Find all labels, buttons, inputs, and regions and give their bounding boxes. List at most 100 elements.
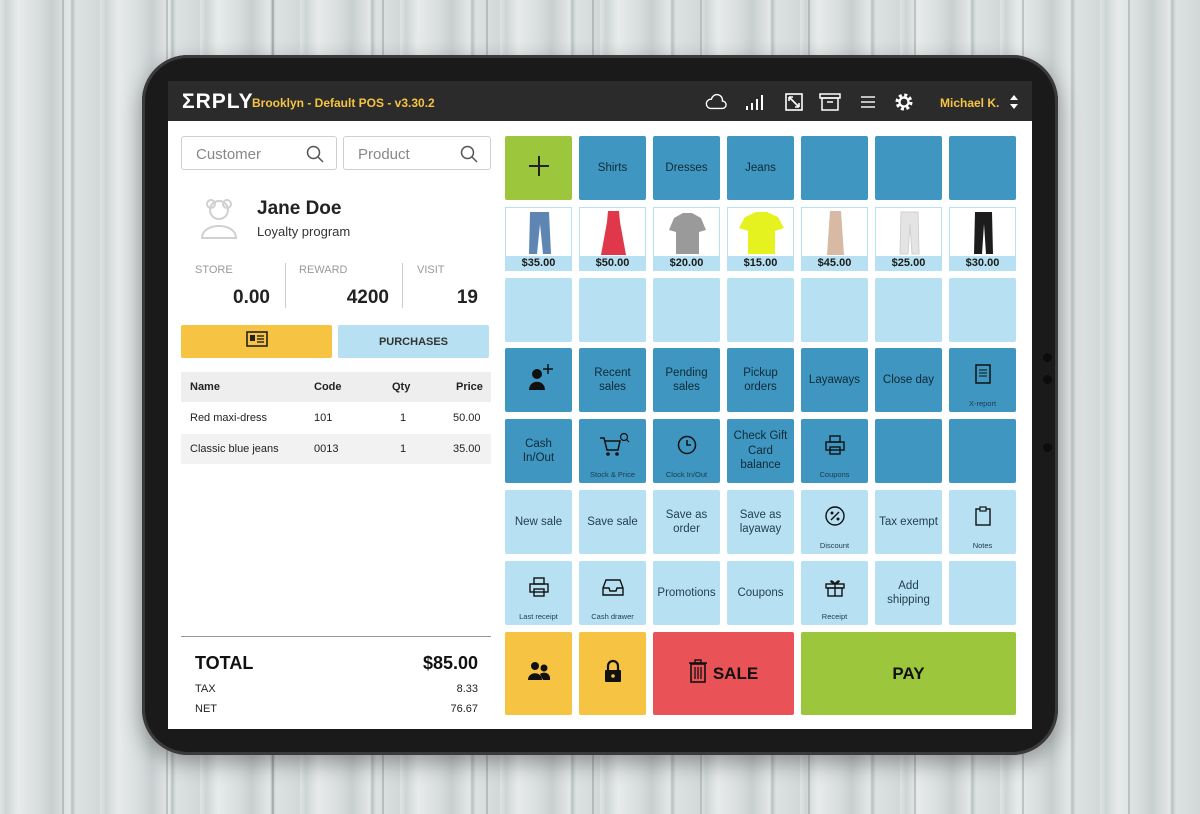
clock-icon — [676, 434, 698, 460]
category-jeans[interactable]: Jeans — [727, 136, 794, 200]
printer-icon — [824, 434, 846, 460]
total-label: TOTAL — [195, 653, 254, 673]
trash-icon — [688, 659, 707, 687]
cart-search-icon — [596, 432, 630, 462]
stat-value-reward: 4200 — [346, 287, 389, 308]
row-price: 50.00 — [453, 412, 481, 424]
user-switch-icon[interactable] — [1003, 91, 1025, 113]
cash-drawer-button[interactable]: Cash drawer — [579, 561, 646, 625]
new-sale-button[interactable]: New sale — [505, 490, 572, 554]
save-sale-button[interactable]: Save sale — [579, 490, 646, 554]
product-price: $50.00 — [580, 256, 645, 270]
stock-price-label: Stock & Price — [589, 469, 635, 479]
clipboard-icon — [973, 505, 993, 531]
sensor-dot — [1043, 443, 1052, 452]
tshirt-icon — [739, 212, 784, 254]
cash-in-out-button[interactable]: Cash In/Out — [505, 419, 572, 483]
coupons-label: Coupons — [819, 469, 850, 479]
pants-icon — [899, 211, 920, 255]
customer-card-button[interactable] — [181, 325, 332, 358]
tax-exempt-button[interactable]: Tax exempt — [875, 490, 942, 554]
x-report-button[interactable]: X-report — [949, 348, 1016, 412]
product-search-placeholder: Product — [358, 146, 410, 163]
row-qty: 1 — [400, 412, 407, 424]
discount-label: Discount — [819, 540, 850, 550]
recent-sales-button[interactable]: Recent sales — [579, 348, 646, 412]
receipt-button[interactable]: Receipt — [801, 561, 868, 625]
product-tile[interactable]: $25.00 — [875, 207, 942, 271]
user-name[interactable]: Michael K. — [940, 96, 1000, 110]
discount-button[interactable]: Discount — [801, 490, 868, 554]
empty-tile — [875, 278, 942, 342]
search-icon[interactable] — [460, 145, 478, 167]
gift-icon — [824, 576, 846, 602]
product-price: $35.00 — [506, 256, 571, 270]
header-code: Code — [314, 381, 342, 393]
search-icon[interactable] — [306, 145, 324, 167]
add-customer-button[interactable] — [505, 348, 572, 412]
purchases-button[interactable]: PURCHASES — [338, 325, 489, 358]
gear-icon[interactable] — [893, 91, 915, 113]
category-dresses[interactable]: Dresses — [653, 136, 720, 200]
check-gift-card-button[interactable]: Check Gift Card balance — [727, 419, 794, 483]
promotions-button[interactable]: Promotions — [653, 561, 720, 625]
product-tile[interactable]: $50.00 — [579, 207, 646, 271]
add-product-button[interactable] — [505, 136, 572, 200]
tax-label: TAX — [195, 683, 216, 695]
clock-in-out-button[interactable]: Clock In/Out — [653, 419, 720, 483]
header-name: Name — [190, 381, 220, 393]
row-code: 0013 — [314, 443, 339, 455]
fullscreen-icon[interactable] — [783, 91, 805, 113]
product-tile[interactable]: $45.00 — [801, 207, 868, 271]
empty-tile — [875, 419, 942, 483]
add-shipping-button[interactable]: Add shipping — [875, 561, 942, 625]
archive-icon[interactable] — [819, 91, 841, 113]
pickup-orders-button[interactable]: Pickup orders — [727, 348, 794, 412]
delete-sale-button[interactable]: SALE — [653, 632, 794, 715]
product-tile[interactable]: $15.00 — [727, 207, 794, 271]
product-price: $15.00 — [728, 256, 793, 270]
product-search-input[interactable]: Product — [343, 136, 491, 170]
last-receipt-button[interactable]: Last receipt — [505, 561, 572, 625]
table-row[interactable] — [181, 403, 491, 433]
empty-tile — [727, 278, 794, 342]
lock-button[interactable] — [579, 632, 646, 715]
pay-button[interactable]: PAY — [801, 632, 1016, 715]
row-name: Classic blue jeans — [190, 443, 279, 455]
layaways-button[interactable]: Layaways — [801, 348, 868, 412]
cloud-icon[interactable] — [705, 91, 727, 113]
product-tile[interactable]: $35.00 — [505, 207, 572, 271]
coupons-button[interactable]: Coupons — [727, 561, 794, 625]
stock-price-button[interactable]: Stock & Price — [579, 419, 646, 483]
save-as-layaway-button[interactable]: Save as layaway — [727, 490, 794, 554]
pending-sales-button[interactable]: Pending sales — [653, 348, 720, 412]
coupons-print-button[interactable]: Coupons — [801, 419, 868, 483]
signal-icon — [745, 91, 767, 113]
pos-screen: ΣRPLY Brooklyn - Default POS - v3.30.2 M… — [168, 81, 1032, 729]
empty-tile — [949, 561, 1016, 625]
receipt-label: Receipt — [821, 611, 848, 621]
product-tile[interactable]: $30.00 — [949, 207, 1016, 271]
drawer-icon — [601, 577, 624, 601]
list-icon[interactable] — [857, 91, 879, 113]
id-card-icon — [245, 331, 268, 352]
plus-icon — [526, 153, 552, 183]
table-row[interactable] — [181, 434, 491, 464]
lock-icon — [602, 659, 624, 687]
product-price: $45.00 — [802, 256, 867, 270]
empty-tile — [801, 136, 868, 200]
pants-icon — [974, 212, 993, 254]
customer-search-input[interactable]: Customer — [181, 136, 337, 170]
stat-label-visit: VISIT — [417, 264, 445, 276]
category-shirts[interactable]: Shirts — [579, 136, 646, 200]
logo: ΣRPLY — [182, 90, 254, 113]
close-day-button[interactable]: Close day — [875, 348, 942, 412]
notes-button[interactable]: Notes — [949, 490, 1016, 554]
save-as-order-button[interactable]: Save as order — [653, 490, 720, 554]
header-qty: Qty — [392, 381, 411, 393]
stat-value-visit: 19 — [456, 287, 478, 308]
customers-button[interactable] — [505, 632, 572, 715]
totals-divider — [181, 636, 491, 637]
product-tile[interactable]: $20.00 — [653, 207, 720, 271]
empty-tile — [801, 278, 868, 342]
